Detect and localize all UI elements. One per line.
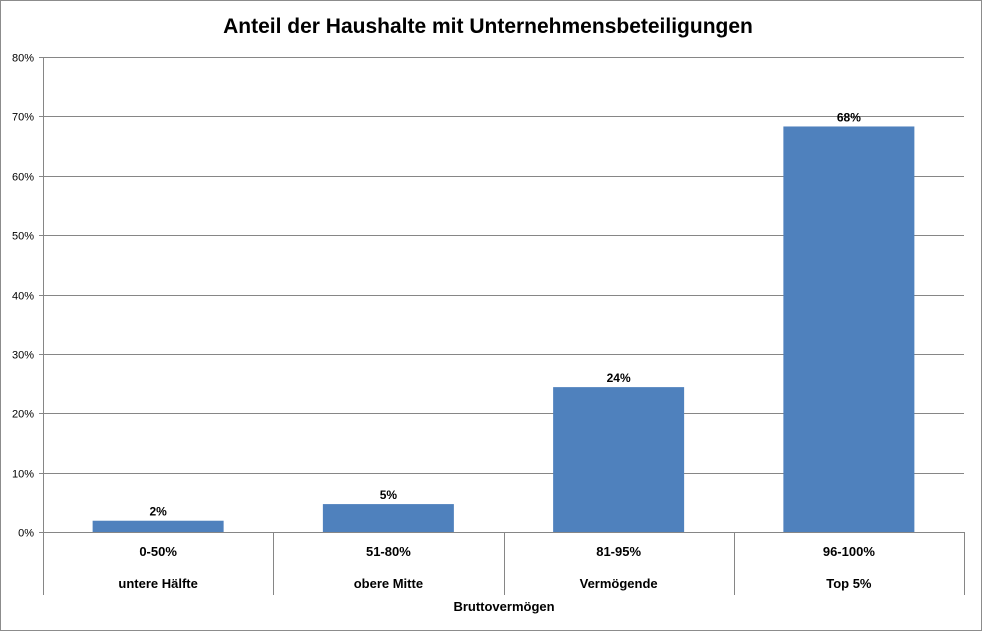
bar [322, 504, 454, 532]
bars [92, 126, 915, 532]
y-tick-label: 50% [12, 231, 34, 243]
x-axis-categories: 0-50% untere Hälfte 51-80% obere Mitte 81-95… [118, 544, 875, 591]
y-tick-label: 10% [12, 469, 34, 481]
y-tick-label: 70% [12, 112, 34, 124]
x-tick-label: 96-100% [823, 544, 875, 559]
bar [553, 387, 685, 532]
bar [92, 520, 224, 532]
bar [783, 126, 915, 532]
y-tick-label: 40% [12, 291, 34, 303]
y-tick-label: 30% [12, 350, 34, 362]
x-tick-sublabel: obere Mitte [354, 576, 423, 591]
x-tick-label: 0-50% [139, 544, 177, 559]
y-tick-label: 20% [12, 409, 34, 421]
data-label: 2% [149, 505, 167, 519]
chart-title: Anteil der Haushalte mit Unternehmensbet… [223, 15, 753, 38]
x-tick-sublabel: Vermögende [580, 576, 658, 591]
data-label: 68% [837, 110, 861, 124]
x-axis-title: Bruttovermögen [453, 599, 554, 614]
x-tick-label: 81-95% [596, 544, 641, 559]
x-tick-sublabel: untere Hälfte [118, 576, 197, 591]
data-label: 24% [607, 371, 631, 385]
x-tick-label: 51-80% [366, 544, 411, 559]
y-tick-label: 80% [12, 53, 34, 65]
x-tick-sublabel: Top 5% [826, 576, 872, 591]
data-labels: 2% 5% 24% 68% [149, 110, 861, 518]
y-axis-ticks: 0% 10% 20% 30% 40% 50% 60% 70% 80% [12, 53, 34, 540]
y-tick-label: 60% [12, 172, 34, 184]
data-label: 5% [380, 488, 398, 502]
y-tick-label: 0% [18, 528, 34, 540]
